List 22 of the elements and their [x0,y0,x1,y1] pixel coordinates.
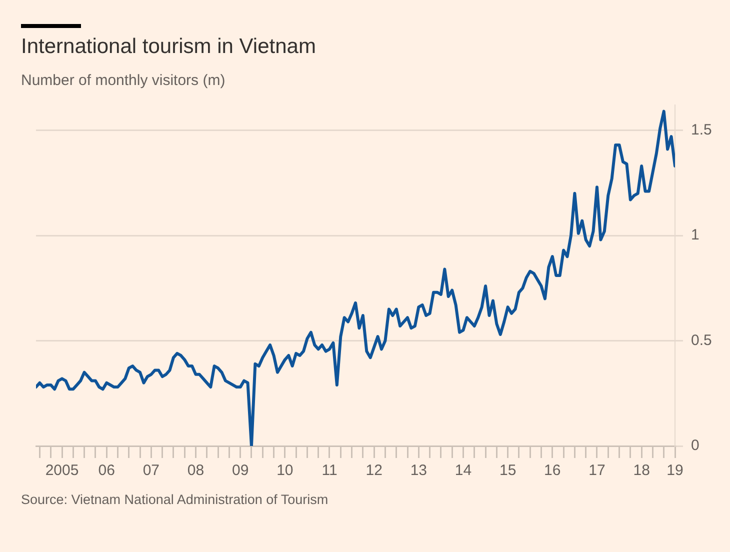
y-tick-label: 0 [691,437,700,454]
chart-subtitle: Number of monthly visitors (m) [21,72,226,89]
x-tick-label: 06 [98,462,115,480]
x-tick-label: 10 [276,462,294,480]
x-tick-label: 16 [544,462,561,480]
x-tick-label: 12 [366,462,382,480]
x-tick-label: 14 [454,462,472,480]
x-tick-label: 13 [410,462,427,480]
y-tick-label: 1 [691,226,700,244]
x-tick-label: 17 [588,462,606,480]
x-tick-label: 2005 [45,462,79,480]
y-tick-label: 0.5 [691,332,712,349]
x-tick-label: 07 [142,462,160,480]
x-tick-label: 18 [633,462,650,480]
x-tick-label: 19 [666,462,684,480]
x-tick-label: 11 [322,462,338,480]
x-tick-label: 08 [187,462,204,480]
source-note: Source: Vietnam National Administration of Tourism [21,491,328,509]
x-tick-label: 15 [499,462,516,480]
x-tick-label: 09 [232,462,249,480]
chart-title: International tourism in Vietnam [21,35,316,59]
y-tick-label: 1.5 [691,121,712,138]
